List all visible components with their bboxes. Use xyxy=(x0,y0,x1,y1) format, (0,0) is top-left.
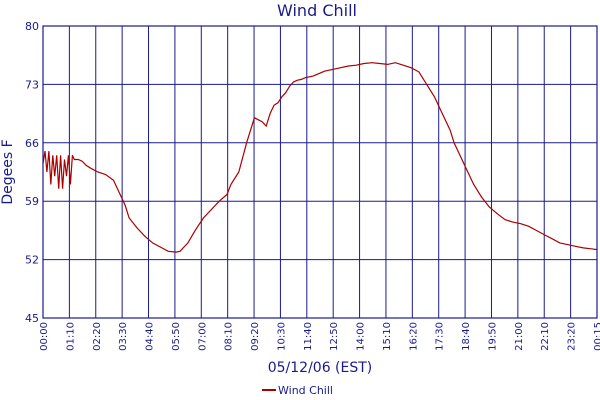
x-tick-label: 00:15 xyxy=(593,322,600,351)
plot-frame xyxy=(42,25,598,319)
x-axis-ticks: 00:00 01:10 02:20 03:30 04:40 05:50 07:00 08:10… xyxy=(39,322,600,351)
x-tick-label: 00:00 xyxy=(39,322,50,351)
x-tick-label: 12:50 xyxy=(329,322,340,351)
x-tick-label: 10:30 xyxy=(276,322,287,351)
x-tick-label: 21:00 xyxy=(514,322,525,351)
x-tick-label: 09:20 xyxy=(250,322,261,351)
x-axis-title: 05/12/06 (EST) xyxy=(268,360,373,376)
x-tick-label: 11:40 xyxy=(303,322,314,351)
y-axis-ticks: 45 52 59 66 73 80 xyxy=(25,20,39,325)
y-tick-label: 59 xyxy=(25,195,39,208)
x-tick-label: 15:10 xyxy=(382,322,393,351)
x-tick-label: 18:40 xyxy=(461,322,472,351)
x-tick-label: 01:10 xyxy=(65,322,76,351)
y-tick-label: 66 xyxy=(25,137,39,150)
grid-lines xyxy=(42,25,598,319)
x-tick-label: 23:20 xyxy=(567,322,578,351)
y-tick-label: 73 xyxy=(25,78,39,91)
y-tick-label: 52 xyxy=(25,254,39,267)
y-tick-label: 45 xyxy=(25,312,39,325)
x-tick-label: 05:50 xyxy=(171,322,182,351)
y-axis-title: Degees F xyxy=(0,139,16,204)
legend-label: Wind Chill xyxy=(278,384,333,397)
x-tick-label: 08:10 xyxy=(224,322,235,351)
legend: Wind Chill xyxy=(262,384,333,397)
y-tick-label: 80 xyxy=(25,20,39,33)
x-tick-label: 17:30 xyxy=(435,322,446,351)
x-tick-label: 19:50 xyxy=(487,322,498,351)
x-tick-label: 03:30 xyxy=(118,322,129,351)
x-tick-label: 07:00 xyxy=(197,322,208,351)
chart-title: Wind Chill xyxy=(277,1,357,20)
x-tick-label: 22:10 xyxy=(540,322,551,351)
x-tick-label: 16:20 xyxy=(408,322,419,351)
x-tick-label: 04:40 xyxy=(145,322,156,351)
x-tick-label: 02:20 xyxy=(92,322,103,351)
series-line-wind-chill xyxy=(42,62,598,253)
x-tick-label: 14:00 xyxy=(356,322,367,351)
